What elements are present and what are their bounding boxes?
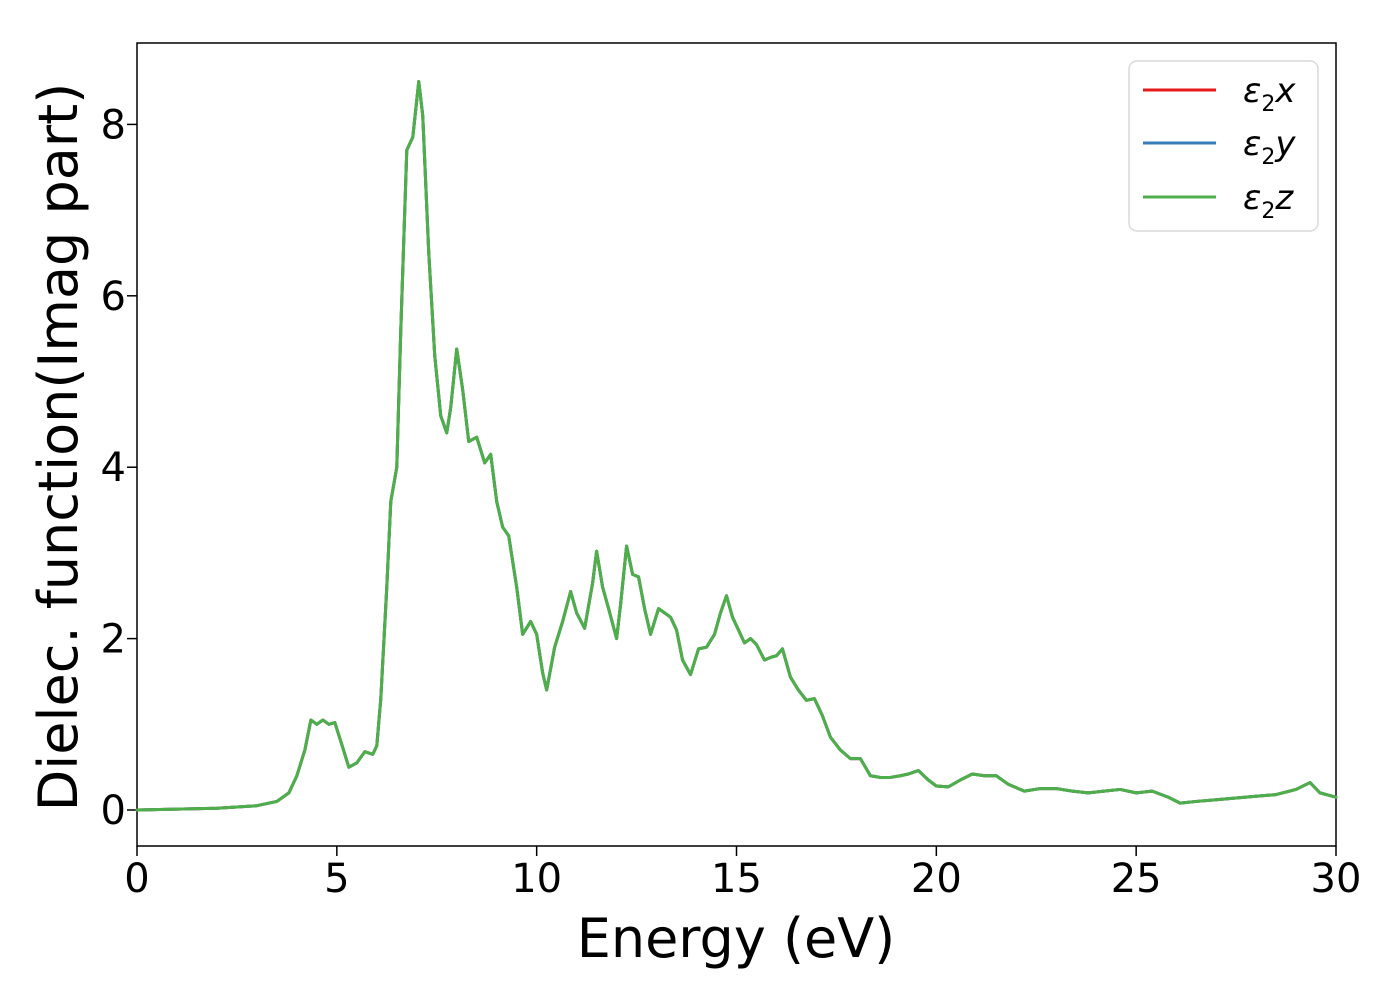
legend-label-suffix: y xyxy=(1274,124,1296,164)
legend-label-x: ε2x xyxy=(1243,71,1296,117)
y-tick-label: 2 xyxy=(101,617,126,663)
legend-label-subscript: 2 xyxy=(1261,92,1275,117)
legend-label-base: ε xyxy=(1243,71,1261,111)
legend-label-base: ε xyxy=(1243,124,1261,164)
y-tick-label: 4 xyxy=(101,445,126,491)
x-tick-label: 10 xyxy=(511,856,562,902)
y-axis-title: Dielec. function(Imag part) xyxy=(27,83,90,812)
legend-label-base: ε xyxy=(1243,178,1261,218)
legend-label-subscript: 2 xyxy=(1261,145,1275,170)
legend-label-y: ε2y xyxy=(1243,124,1296,170)
legend-label-suffix: x xyxy=(1274,71,1296,111)
legend-label-z: ε2z xyxy=(1243,178,1294,224)
legend-label-subscript: 2 xyxy=(1261,199,1275,224)
y-tick-label: 8 xyxy=(101,102,126,148)
legend-label-suffix: z xyxy=(1274,178,1294,218)
y-tick-label: 0 xyxy=(101,788,126,834)
x-tick-label: 5 xyxy=(324,856,349,902)
x-axis-title: Energy (eV) xyxy=(577,907,896,970)
x-tick-label: 20 xyxy=(911,856,962,902)
series-line-z xyxy=(135,80,1338,812)
x-tick-label: 0 xyxy=(124,856,149,902)
legend-box xyxy=(1128,60,1319,232)
x-tick-label: 30 xyxy=(1311,856,1362,902)
x-tick-label: 25 xyxy=(1111,856,1162,902)
y-tick-label: 6 xyxy=(101,274,126,320)
x-tick-label: 15 xyxy=(711,856,762,902)
